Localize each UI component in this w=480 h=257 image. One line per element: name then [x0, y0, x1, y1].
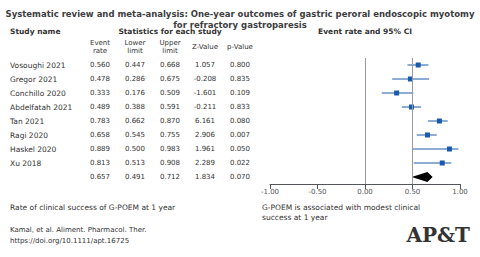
svg-text:Lower: Lower	[125, 39, 146, 47]
svg-text:2.906: 2.906	[195, 131, 216, 139]
svg-text:-0.50: -0.50	[308, 188, 326, 196]
svg-text:0.022: 0.022	[230, 159, 250, 167]
svg-text:AP&T: AP&T	[406, 223, 471, 247]
svg-text:0.712: 0.712	[160, 173, 180, 181]
svg-text:0.070: 0.070	[230, 173, 250, 181]
svg-text:rate: rate	[93, 47, 107, 55]
svg-text:Haskel 2020: Haskel 2020	[10, 145, 57, 154]
svg-text:Gregor 2021: Gregor 2021	[10, 75, 57, 84]
svg-text:Vosoughi 2021: Vosoughi 2021	[10, 61, 66, 70]
svg-text:1.057: 1.057	[195, 61, 215, 69]
svg-text:0.109: 0.109	[230, 89, 250, 97]
svg-text:1.834: 1.834	[195, 173, 216, 181]
svg-text:0.835: 0.835	[230, 75, 250, 83]
svg-text:Systematic review and meta-ana: Systematic review and meta-analysis: One…	[6, 9, 475, 19]
svg-text:limit: limit	[162, 47, 178, 55]
svg-text:0.489: 0.489	[90, 103, 110, 111]
svg-text:Z-Value: Z-Value	[192, 43, 218, 51]
svg-text:Xu 2018: Xu 2018	[10, 159, 42, 168]
svg-text:0.675: 0.675	[160, 75, 180, 83]
svg-text:p-Value: p-Value	[227, 43, 253, 51]
svg-text:0.657: 0.657	[90, 173, 110, 181]
svg-text:success at 1 year: success at 1 year	[262, 213, 328, 222]
svg-text:0.662: 0.662	[125, 117, 145, 125]
svg-text:0.509: 0.509	[160, 89, 180, 97]
svg-text:0.889: 0.889	[90, 145, 110, 153]
svg-text:0.545: 0.545	[125, 131, 145, 139]
svg-text:-1.601: -1.601	[194, 89, 217, 97]
svg-text:0.833: 0.833	[230, 103, 250, 111]
svg-text:0.50: 0.50	[405, 188, 421, 196]
svg-text:Kamal, et al. Aliment. Pharmac: Kamal, et al. Aliment. Pharmacol. Ther.	[10, 226, 146, 234]
svg-text:Abdelfatah 2021: Abdelfatah 2021	[10, 103, 73, 112]
svg-text:0.007: 0.007	[230, 131, 250, 139]
svg-text:limit: limit	[127, 47, 143, 55]
svg-text:0.478: 0.478	[90, 75, 110, 83]
svg-text:0.050: 0.050	[230, 145, 250, 153]
svg-text:https://doi.org/10.1111/apt.16: https://doi.org/10.1111/apt.16725	[10, 237, 129, 245]
svg-text:1.00: 1.00	[452, 188, 468, 196]
svg-text:0.560: 0.560	[90, 61, 110, 69]
svg-text:0.870: 0.870	[160, 117, 180, 125]
svg-text:Study name: Study name	[10, 27, 61, 36]
svg-text:Statistics for each study: Statistics for each study	[118, 26, 222, 36]
svg-text:for refractory gastroparesis: for refractory gastroparesis	[173, 20, 307, 30]
svg-text:Conchillo 2020: Conchillo 2020	[10, 89, 66, 98]
svg-text:0.783: 0.783	[90, 117, 110, 125]
svg-text:0.658: 0.658	[90, 131, 110, 139]
svg-text:-0.211: -0.211	[194, 103, 217, 111]
svg-text:0.491: 0.491	[125, 173, 145, 181]
svg-text:6.161: 6.161	[195, 117, 215, 125]
svg-text:0.333: 0.333	[90, 89, 110, 97]
svg-text:G-POEM is associated with mode: G-POEM is associated with modest clinica…	[262, 203, 420, 212]
svg-text:0.388: 0.388	[125, 103, 145, 111]
svg-text:1.961: 1.961	[195, 145, 215, 153]
svg-text:0.513: 0.513	[125, 159, 145, 167]
svg-text:Upper: Upper	[159, 39, 180, 47]
svg-text:0.908: 0.908	[160, 159, 180, 167]
svg-text:Rate of clinical success of G-: Rate of clinical success of G-POEM at 1 …	[10, 203, 176, 212]
svg-text:0.286: 0.286	[125, 75, 146, 83]
svg-text:0.176: 0.176	[125, 89, 146, 97]
svg-text:Event: Event	[90, 39, 110, 47]
svg-text:2.289: 2.289	[195, 159, 215, 167]
svg-text:0.080: 0.080	[230, 117, 250, 125]
svg-text:0.668: 0.668	[160, 61, 180, 69]
svg-text:Event rate and 95% CI: Event rate and 95% CI	[318, 27, 412, 36]
svg-text:0.813: 0.813	[90, 159, 110, 167]
svg-text:0.983: 0.983	[160, 145, 180, 153]
svg-text:-0.208: -0.208	[194, 75, 217, 83]
svg-text:0.447: 0.447	[125, 61, 145, 69]
svg-text:0.591: 0.591	[160, 103, 180, 111]
svg-text:0.755: 0.755	[160, 131, 180, 139]
svg-text:0.500: 0.500	[125, 145, 145, 153]
svg-text:-1.00: -1.00	[261, 188, 279, 196]
svg-text:0.800: 0.800	[230, 61, 250, 69]
svg-text:Tan 2021: Tan 2021	[9, 117, 44, 126]
svg-text:Ragi 2020: Ragi 2020	[10, 131, 48, 140]
svg-text:0.00: 0.00	[357, 188, 373, 196]
